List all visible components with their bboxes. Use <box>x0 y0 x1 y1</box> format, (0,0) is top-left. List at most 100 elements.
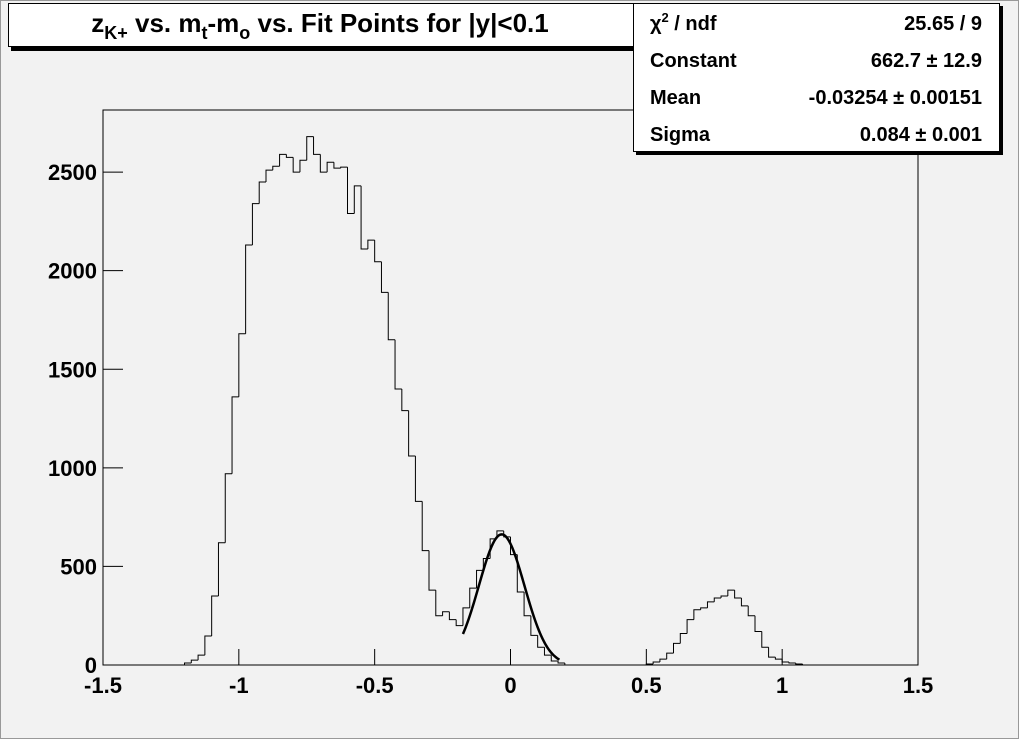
histogram-bin <box>306 136 314 161</box>
histogram-bin <box>781 659 789 663</box>
histogram-bin <box>204 635 212 656</box>
y-tick-label: 2000 <box>48 259 97 284</box>
y-tick-label: 1500 <box>48 357 97 382</box>
histogram-bin <box>523 592 531 617</box>
histogram-bin <box>754 615 762 632</box>
histogram-bin <box>686 619 694 634</box>
histogram-bin <box>740 597 749 607</box>
histogram-bin <box>347 167 355 215</box>
histogram-bin <box>360 185 368 250</box>
histogram-bin <box>802 664 810 666</box>
histogram-bin <box>217 542 226 596</box>
histogram-bin <box>428 550 436 591</box>
histogram-bin <box>197 654 205 661</box>
histogram-bin <box>768 647 776 658</box>
histogram-bin <box>706 601 715 608</box>
histogram-bin <box>258 181 266 204</box>
stat-value: -0.03254 ± 0.00151 <box>809 87 982 109</box>
y-tick-label: 2500 <box>48 160 97 185</box>
histogram-bin <box>251 203 260 246</box>
histogram-bin <box>564 663 572 666</box>
histogram-bin <box>265 169 273 182</box>
x-tick-label: -0.5 <box>356 673 394 698</box>
histogram-bin <box>401 388 409 412</box>
title-part: vs. Fit Points for |y|<0.1 <box>250 8 548 38</box>
histogram-bin <box>272 165 280 171</box>
stat-label-part: / ndf <box>669 13 717 35</box>
histogram-bin <box>333 162 341 169</box>
histogram-bin <box>795 663 803 665</box>
histogram-bin <box>720 595 728 598</box>
histogram-bin <box>659 658 667 663</box>
fit-curve <box>461 533 561 661</box>
histogram-bin <box>231 396 239 474</box>
histogram-bin <box>557 661 565 664</box>
title-part: t <box>201 23 207 43</box>
histogram-bin <box>313 136 321 155</box>
histogram-bin <box>543 647 552 656</box>
plot-frame <box>102 109 919 666</box>
histogram-bin <box>476 569 484 589</box>
histogram-bin <box>279 153 287 167</box>
stat-label-part: 2 <box>662 10 669 25</box>
histogram-bin <box>469 587 477 608</box>
histogram-bin <box>387 292 396 341</box>
histogram-bin <box>761 631 769 648</box>
x-tick-label: -1 <box>229 673 249 698</box>
histogram-bin <box>700 607 708 610</box>
title-part: vs. m <box>128 8 202 38</box>
histogram-bin <box>374 240 382 263</box>
histogram-bin <box>442 611 450 616</box>
histogram-bin <box>353 185 362 214</box>
stat-label: Sigma <box>650 124 711 146</box>
histogram-bin <box>184 662 192 665</box>
histogram-bin <box>367 239 375 249</box>
histogram-bin <box>666 652 674 660</box>
histogram-bin <box>537 635 545 648</box>
stats-box <box>633 3 1000 152</box>
histogram-bin <box>530 615 538 636</box>
histogram-bin <box>652 661 660 665</box>
histogram-bin <box>673 642 681 654</box>
stat-value: 0.084 ± 0.001 <box>860 124 982 146</box>
stat-label: χ2 / ndf <box>650 10 717 35</box>
x-tick-label: 0.5 <box>631 673 662 698</box>
histogram-bin <box>550 655 559 662</box>
y-tick-label: 500 <box>60 554 97 579</box>
histogram-bin <box>747 605 755 617</box>
histogram-bin <box>224 473 233 543</box>
histogram-bin <box>774 657 783 660</box>
histogram-bin <box>435 590 443 617</box>
x-tick-label: 1.5 <box>903 673 934 698</box>
histogram-bin <box>292 157 300 173</box>
title-box <box>8 3 636 47</box>
chart-title: zK+ vs. mt-mo vs. Fit Points for |y|<0.1 <box>91 8 548 43</box>
histogram-bin <box>462 607 470 626</box>
title-part: K+ <box>104 23 128 43</box>
histogram-bin <box>516 554 525 593</box>
stat-label-part: χ <box>650 13 662 35</box>
plot: 0 500 1000 1500 2000 2500 -1.5 -1 -0.5 0 0.5 1 1.5 <box>48 136 934 698</box>
histogram-bin <box>211 595 219 637</box>
x-tick-label: 1 <box>776 673 788 698</box>
histogram-bin <box>421 501 429 552</box>
histogram-bin <box>727 589 735 596</box>
histogram-bin <box>245 244 253 334</box>
histogram-bin <box>693 609 701 620</box>
histogram-bin <box>455 619 463 627</box>
histogram-bin <box>238 333 246 397</box>
histogram-bin <box>503 530 511 538</box>
histogram-bin <box>414 456 423 502</box>
stats: χ2 / ndf 25.65 / 9 Constant 662.7 ± 12.9 Mea… <box>650 10 982 146</box>
histogram-bin <box>299 159 307 173</box>
stat-label-part: Mean <box>650 87 701 109</box>
histogram-bin <box>326 161 334 173</box>
stat-value: 662.7 ± 12.9 <box>871 50 982 72</box>
stat-label: Constant <box>650 50 737 72</box>
title-part: z <box>91 8 104 38</box>
title-part: o <box>239 23 250 43</box>
histogram-bin <box>319 154 328 173</box>
stat-label-part: Constant <box>650 50 737 72</box>
